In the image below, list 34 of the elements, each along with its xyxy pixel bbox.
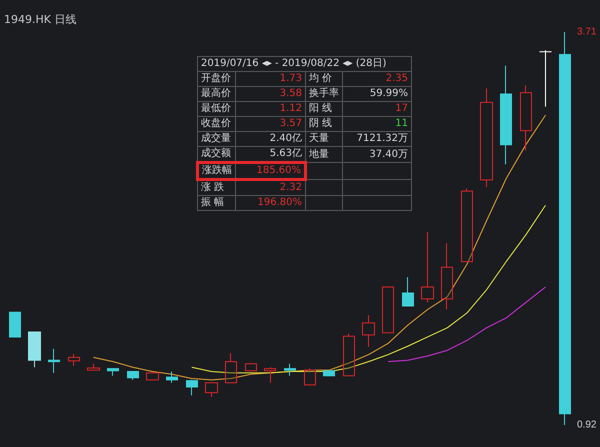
annotation: 最低价 (198, 102, 236, 116)
annotation: 1.12 (236, 102, 306, 116)
annotation: 振 幅 (198, 196, 236, 210)
annotation: 37.40万 (342, 146, 412, 162)
annotation: 收盘价 (198, 116, 236, 132)
annotation: 天量 (306, 132, 342, 146)
annotation: 换手率 (306, 86, 342, 102)
annotation: 7121.32万 (342, 132, 412, 146)
annotation: 1.73 (236, 72, 306, 86)
annotation: 2019/07/16 ◂▸ - 2019/08/22 ◂▸ (28日) (198, 56, 412, 72)
chart-title: 1949.HK 日线 (4, 12, 76, 27)
annotation: 均 价 (306, 72, 342, 86)
annotation: 11 (342, 116, 412, 132)
annotation: 涨跌幅 (198, 162, 236, 180)
annotation: 59.99% (342, 86, 412, 102)
annotation: 涨 跌 (198, 180, 236, 196)
annotation: 成交量 (198, 132, 236, 146)
annotation: 185.60% (236, 162, 306, 180)
annotation: 3.57 (236, 116, 306, 132)
annotation: 地量 (306, 146, 342, 162)
annotation: 3.58 (236, 86, 306, 102)
annotation: 17 (342, 102, 412, 116)
annotation: 2.35 (342, 72, 412, 86)
annotation: 阴 线 (306, 116, 342, 132)
annotation: 开盘价 (198, 72, 236, 86)
annotation: 2.40亿 (236, 132, 306, 146)
annotation: 196.80% (236, 196, 306, 210)
annotation: 5.63亿 (236, 146, 306, 162)
y-tick-label: 3.71 (577, 26, 597, 38)
annotation: 最高价 (198, 86, 236, 102)
annotation: 阳 线 (306, 102, 342, 116)
annotation: 成交额 (198, 146, 236, 162)
y-tick-label: 0.92 (577, 420, 597, 430)
annotation: 2.32 (236, 180, 306, 196)
